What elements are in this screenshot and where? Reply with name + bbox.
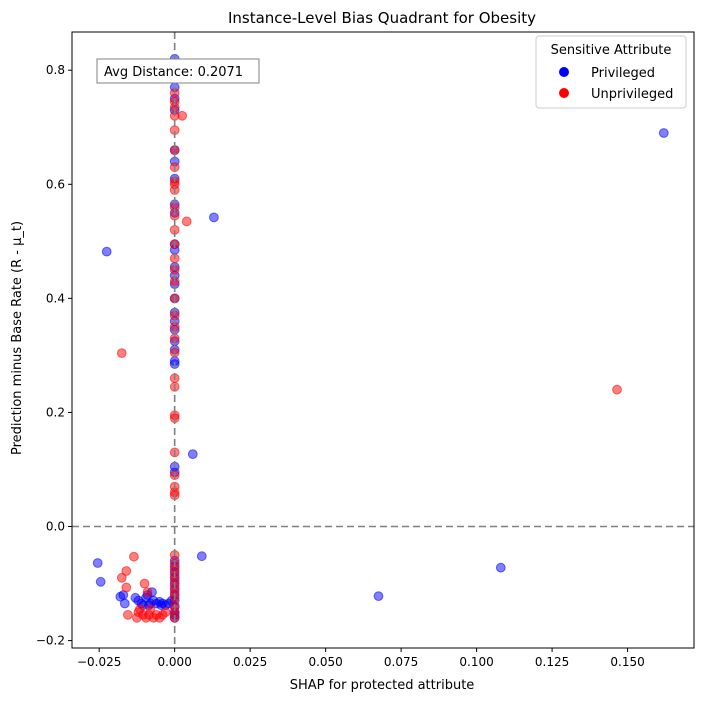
x-tick-label: 0.050 bbox=[308, 655, 342, 669]
point-privileged bbox=[373, 591, 384, 601]
point-unprivileged bbox=[129, 551, 139, 562]
chart-title: Instance-Level Bias Quadrant for Obesity bbox=[228, 9, 536, 27]
axes-frame bbox=[71, 31, 695, 649]
plot-area bbox=[72, 32, 694, 648]
point-privileged bbox=[658, 128, 669, 138]
point-unprivileged bbox=[116, 572, 127, 583]
point-unprivileged bbox=[121, 566, 132, 576]
point-unprivileged bbox=[142, 587, 153, 597]
y-axis-label: Prediction minus Base Rate (R - μ_t) bbox=[10, 221, 25, 455]
point-privileged bbox=[495, 562, 506, 573]
y-tick-label: 0.0 bbox=[46, 520, 65, 534]
x-tick-label: 0.000 bbox=[157, 655, 191, 669]
point-privileged bbox=[119, 598, 130, 609]
avg-distance-annotation: Avg Distance: 0.2071 bbox=[104, 65, 243, 80]
legend-marker-privileged bbox=[559, 67, 569, 77]
point-unprivileged bbox=[160, 607, 171, 617]
point-privileged bbox=[101, 246, 112, 257]
x-tick-label: 0.100 bbox=[459, 655, 493, 669]
x-tick-label: 0.125 bbox=[535, 655, 569, 669]
point-privileged bbox=[92, 558, 103, 568]
axes: −0.025 0.000 0.025 0.050 0.075 0.100 0.125 0.15… bbox=[36, 31, 695, 669]
point-privileged bbox=[209, 212, 219, 223]
legend-marker-unprivileged bbox=[559, 88, 569, 98]
annotation-box: Avg Distance: 0.2071 bbox=[96, 58, 260, 84]
legend-title: Sensitive Attribute bbox=[551, 43, 672, 58]
point-unprivileged bbox=[135, 604, 145, 615]
x-tick-label: −0.025 bbox=[77, 655, 121, 669]
legend-label-unprivileged: Unprivileged bbox=[591, 87, 673, 102]
x-tick-label: 0.075 bbox=[384, 655, 418, 669]
y-tick-label: −0.2 bbox=[36, 634, 65, 648]
x-tick-label: 0.150 bbox=[610, 655, 644, 669]
legend-label-privileged: Privileged bbox=[591, 66, 655, 81]
legend: Sensitive Attribute Privileged Unprivile… bbox=[535, 35, 687, 109]
y-tick-label: 0.2 bbox=[46, 405, 65, 419]
y-tick-label: 0.4 bbox=[46, 291, 65, 305]
point-unprivileged bbox=[145, 604, 156, 615]
annotation-frame bbox=[96, 58, 260, 84]
legend-frame bbox=[535, 35, 687, 109]
x-axis-label: SHAP for protected attribute bbox=[290, 678, 475, 693]
point-privileged bbox=[196, 551, 207, 562]
point-unprivileged bbox=[177, 110, 188, 121]
x-tick-label: 0.025 bbox=[233, 655, 267, 669]
point-unprivileged bbox=[121, 582, 132, 593]
y-tick-label: 0.6 bbox=[46, 177, 65, 191]
point-privileged bbox=[95, 576, 106, 587]
point-unprivileged bbox=[181, 216, 192, 227]
point-privileged bbox=[187, 449, 198, 460]
y-tick-label: 0.8 bbox=[46, 63, 65, 77]
point-unprivileged bbox=[612, 384, 622, 395]
point-unprivileged bbox=[123, 610, 133, 620]
point-unprivileged bbox=[139, 578, 150, 589]
point-unprivileged bbox=[116, 348, 127, 359]
